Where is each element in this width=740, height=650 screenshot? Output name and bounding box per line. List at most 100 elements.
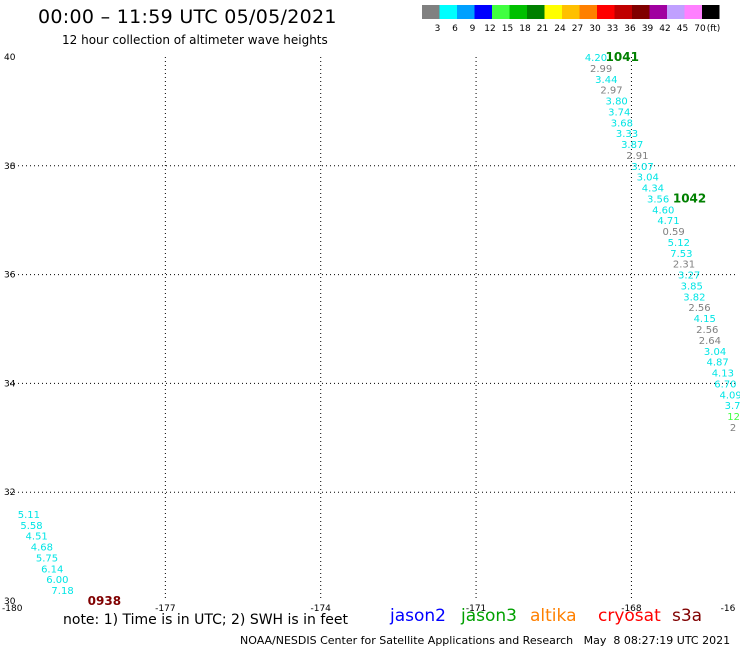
scale-label: 24	[554, 24, 566, 34]
wave-height-value: 3.74	[608, 107, 630, 118]
wave-height-value: 2	[730, 423, 736, 434]
axis-ticks: -180 -177 -174 -171 -168 -16 40 38 36 34 32 30	[2, 53, 736, 614]
wave-height-value: 2.97	[600, 86, 622, 97]
scale-swatch	[614, 5, 632, 19]
wave-height-value: 5.11	[18, 510, 40, 521]
wave-height-value: 2.91	[626, 151, 648, 162]
map-title: 00:00 – 11:59 UTC 05/05/2021	[38, 6, 337, 28]
scale-swatch	[632, 5, 650, 19]
wave-height-value: 4.51	[26, 532, 48, 543]
wave-height-value: 3.33	[616, 129, 638, 140]
lon-tick-label: -177	[155, 604, 175, 614]
scale-swatch	[492, 5, 510, 19]
scale-swatch	[439, 5, 457, 19]
observations: 4.202.993.442.973.803.743.683.333.872.91…	[18, 53, 740, 597]
scale-label: 30	[589, 24, 601, 34]
scale-swatch	[562, 5, 580, 19]
scale-swatch	[474, 5, 492, 19]
wave-height-value: 2.56	[696, 325, 718, 336]
lat-tick-label: 38	[4, 162, 16, 172]
scale-swatch	[527, 5, 545, 19]
lat-tick-label: 32	[4, 488, 15, 498]
wave-height-value: 3.44	[595, 75, 617, 86]
wave-height-value: 4.87	[707, 358, 729, 369]
lon-tick-label: -174	[310, 604, 331, 614]
legend-s3a: s3a	[672, 606, 703, 626]
scale-swatch	[457, 5, 475, 19]
wave-height-value: 3.68	[611, 118, 633, 129]
credit-text: NOAA/NESDIS Center for Satellite Applica…	[240, 634, 574, 647]
wave-height-value: 3.27	[678, 271, 700, 282]
scale-label: 9	[470, 24, 476, 34]
map-subtitle: 12 hour collection of altimeter wave hei…	[62, 33, 328, 47]
wave-height-value: 5.75	[36, 553, 58, 564]
scale-swatch	[544, 5, 562, 19]
wave-height-value: 4.71	[657, 216, 679, 227]
scale-label: 36	[624, 24, 636, 34]
footer-credit: NOAA/NESDIS Center for Satellite Applica…	[240, 634, 730, 647]
lon-tick-label: -171	[466, 604, 486, 614]
lat-tick-label: 34	[4, 379, 16, 389]
wave-height-value: 7.53	[670, 249, 692, 260]
pass-time-label: 1041	[606, 50, 639, 64]
wave-height-value: 3.04	[704, 347, 726, 358]
wave-height-value: 3.80	[606, 97, 628, 108]
lat-tick-label: 36	[4, 271, 16, 281]
scale-label: 3	[435, 24, 441, 34]
wave-height-value: 4.15	[694, 314, 716, 325]
lon-tick-label: -168	[621, 604, 642, 614]
wave-height-value: 3.82	[683, 292, 705, 303]
wave-height-value: 6.70	[714, 379, 736, 390]
legend-jason3: jason3	[461, 606, 517, 626]
scale-unit: (ft)	[707, 24, 721, 34]
wave-height-value: 5.12	[668, 238, 690, 249]
scale-label: 6	[452, 24, 458, 34]
wave-height-value: 3.87	[621, 140, 643, 151]
scale-swatch	[684, 5, 702, 19]
wave-height-value: 3.7	[725, 401, 740, 412]
wave-height-value: 2.64	[699, 336, 721, 347]
wave-height-value: 4.09	[719, 390, 740, 401]
pass-time-label: 0938	[88, 594, 121, 608]
wave-height-value: 6.00	[46, 575, 68, 586]
scale-swatch	[667, 5, 685, 19]
scale-label: 42	[659, 24, 670, 34]
scale-label: 70	[694, 24, 706, 34]
wave-height-value: 4.68	[31, 543, 53, 554]
lon-tick-label: -16	[721, 604, 736, 614]
wave-height-value: 3.85	[681, 281, 703, 292]
wave-height-value: 5.58	[20, 521, 42, 532]
wave-height-value: 7.18	[51, 586, 73, 597]
wave-height-value: 3.04	[637, 173, 659, 184]
legend-note: note: 1) Time is in UTC; 2) SWH is in fe…	[63, 612, 349, 628]
scale-label: 39	[642, 24, 654, 34]
scale-swatch	[422, 5, 440, 19]
legend-jason2: jason2	[390, 606, 446, 626]
wave-height-value: 2.56	[688, 303, 710, 314]
scale-swatch	[597, 5, 615, 19]
wave-height-value: 2.99	[590, 64, 612, 75]
color-scale: 3 6 9 12 15 18 21 24 27 30 33 36 39 42 45 70 (ft)	[422, 5, 720, 34]
scale-swatch	[509, 5, 527, 19]
scale-label: 18	[519, 24, 531, 34]
scale-swatch	[649, 5, 667, 19]
wave-height-value: 6.14	[41, 564, 63, 575]
lat-tick-label: 40	[4, 53, 16, 63]
wave-height-value: 4.60	[652, 205, 674, 216]
pass-time-label: 1042	[673, 191, 706, 205]
scale-label: 33	[607, 24, 618, 34]
legend-altika: altika	[530, 606, 577, 626]
wave-height-value: 2.31	[673, 260, 695, 271]
scale-label: 27	[572, 24, 583, 34]
pass-labels: 1041 1042 0938	[88, 50, 707, 608]
wave-height-value: 4.34	[642, 184, 664, 195]
wave-height-value: 0.59	[663, 227, 685, 238]
wave-height-value: 4.20	[585, 53, 607, 64]
wave-height-value: 3.07	[631, 162, 653, 173]
lon-tick-label: -180	[2, 604, 23, 614]
wave-height-value: 12	[727, 412, 740, 423]
scale-label: 15	[502, 24, 513, 34]
map-grid	[10, 57, 735, 601]
scale-label: 12	[484, 24, 495, 34]
